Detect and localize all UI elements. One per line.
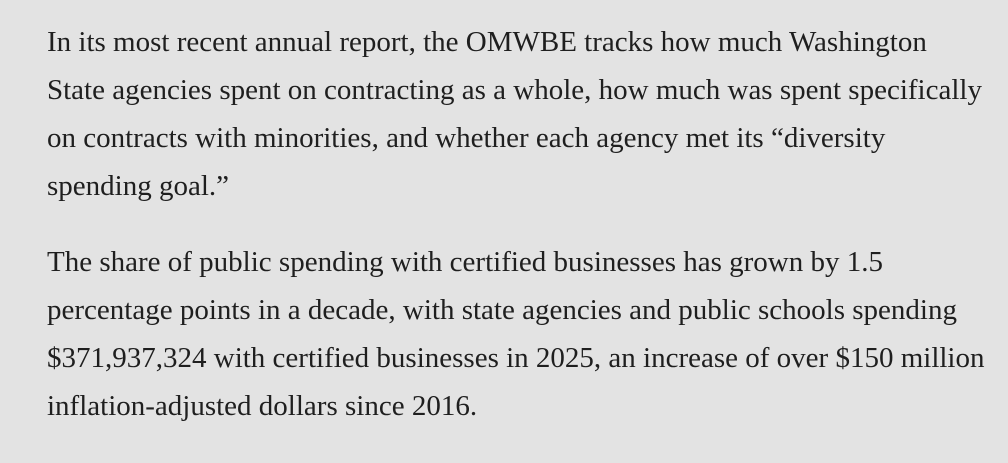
paragraph: In its most recent annual report, the OM… [47,26,982,202]
article: In its most recent annual report, the OM… [47,26,985,422]
paragraph: The share of public spending with certif… [47,246,985,422]
